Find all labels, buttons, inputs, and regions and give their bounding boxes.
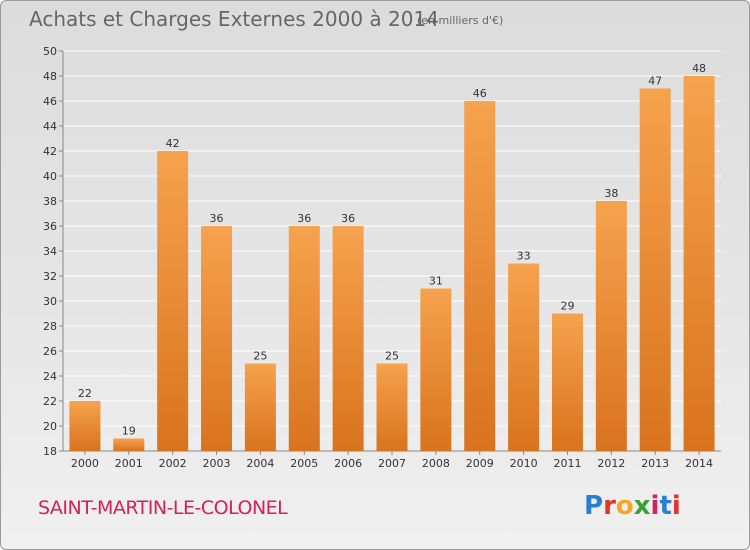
y-tick-label: 46 bbox=[43, 95, 57, 108]
value-label: 25 bbox=[253, 350, 267, 363]
value-label: 42 bbox=[166, 137, 180, 150]
y-tick-label: 44 bbox=[43, 120, 57, 133]
proxiti-logo: Proxiti bbox=[584, 491, 681, 521]
value-label: 36 bbox=[210, 212, 224, 225]
bar-2001 bbox=[113, 438, 145, 451]
logo-letter: t bbox=[659, 491, 672, 521]
x-tick-label: 2006 bbox=[334, 457, 362, 470]
x-tick-label: 2007 bbox=[378, 457, 406, 470]
bar-2008 bbox=[420, 288, 452, 451]
x-tick-label: 2002 bbox=[159, 457, 187, 470]
value-label: 47 bbox=[648, 75, 662, 88]
x-tick-label: 2013 bbox=[641, 457, 669, 470]
value-label: 19 bbox=[122, 425, 136, 438]
x-tick-label: 2012 bbox=[597, 457, 625, 470]
y-tick-label: 28 bbox=[43, 320, 57, 333]
x-tick-label: 2009 bbox=[466, 457, 494, 470]
y-tick-label: 38 bbox=[43, 195, 57, 208]
bar-2014 bbox=[683, 76, 715, 451]
logo-letter: i bbox=[671, 491, 681, 521]
y-tick-label: 20 bbox=[43, 420, 57, 433]
bar-2002 bbox=[157, 151, 189, 451]
bar-2006 bbox=[332, 226, 364, 451]
bars bbox=[69, 76, 715, 451]
y-tick-label: 32 bbox=[43, 270, 57, 283]
x-tick-label: 2003 bbox=[203, 457, 231, 470]
bar-2013 bbox=[639, 88, 671, 451]
x-tick-label: 2004 bbox=[246, 457, 274, 470]
bar-2007 bbox=[376, 363, 408, 451]
x-tick-label: 2014 bbox=[685, 457, 713, 470]
y-tick-label: 34 bbox=[43, 245, 57, 258]
value-label: 25 bbox=[385, 350, 399, 363]
bar-2012 bbox=[595, 201, 627, 451]
y-tick-label: 40 bbox=[43, 170, 57, 183]
bar-2009 bbox=[464, 101, 496, 451]
y-tick-label: 22 bbox=[43, 395, 57, 408]
chart-title: Achats et Charges Externes 2000 à 2014 bbox=[29, 7, 439, 31]
logo-letter: P bbox=[584, 491, 604, 521]
x-axis: 2000 2001 2002 2003 2004 2005 2006 2007 2008 2009… bbox=[71, 451, 713, 470]
value-label: 29 bbox=[560, 300, 574, 313]
value-label: 22 bbox=[78, 387, 92, 400]
unit-note: (en milliers d'€) bbox=[417, 14, 504, 27]
value-label: 46 bbox=[473, 87, 487, 100]
bar-2005 bbox=[288, 226, 320, 451]
y-tick-label: 26 bbox=[43, 345, 57, 358]
bar-2011 bbox=[551, 313, 583, 451]
y-tick-label: 42 bbox=[43, 145, 57, 158]
y-tick-label: 48 bbox=[43, 70, 57, 83]
x-tick-label: 2010 bbox=[510, 457, 538, 470]
x-tick-label: 2001 bbox=[115, 457, 143, 470]
x-tick-label: 2005 bbox=[290, 457, 318, 470]
y-tick-label: 36 bbox=[43, 220, 57, 233]
x-tick-label: 2008 bbox=[422, 457, 450, 470]
value-labels: 22 19 42 36 25 36 36 25 31 46 33 29 38 47 48 bbox=[78, 62, 706, 438]
bar-2000 bbox=[69, 401, 101, 451]
y-tick-label: 50 bbox=[43, 45, 57, 58]
logo-letter: x bbox=[633, 491, 651, 521]
logo-letter: i bbox=[650, 491, 660, 521]
x-tick-label: 2000 bbox=[71, 457, 99, 470]
logo-letter: r bbox=[603, 491, 616, 521]
value-label: 31 bbox=[429, 275, 443, 288]
y-tick-label: 18 bbox=[43, 445, 57, 458]
bar-2004 bbox=[244, 363, 276, 451]
value-label: 36 bbox=[341, 212, 355, 225]
bar-2003 bbox=[201, 226, 233, 451]
y-tick-label: 24 bbox=[43, 370, 57, 383]
x-tick-label: 2011 bbox=[553, 457, 581, 470]
bar-2010 bbox=[508, 263, 540, 451]
logo-letter: o bbox=[615, 491, 634, 521]
commune-name: SAINT-MARTIN-LE-COLONEL bbox=[38, 497, 288, 519]
value-label: 33 bbox=[517, 250, 531, 263]
value-label: 36 bbox=[297, 212, 311, 225]
value-label: 48 bbox=[692, 62, 706, 75]
y-tick-label: 30 bbox=[43, 295, 57, 308]
value-label: 38 bbox=[604, 187, 618, 200]
